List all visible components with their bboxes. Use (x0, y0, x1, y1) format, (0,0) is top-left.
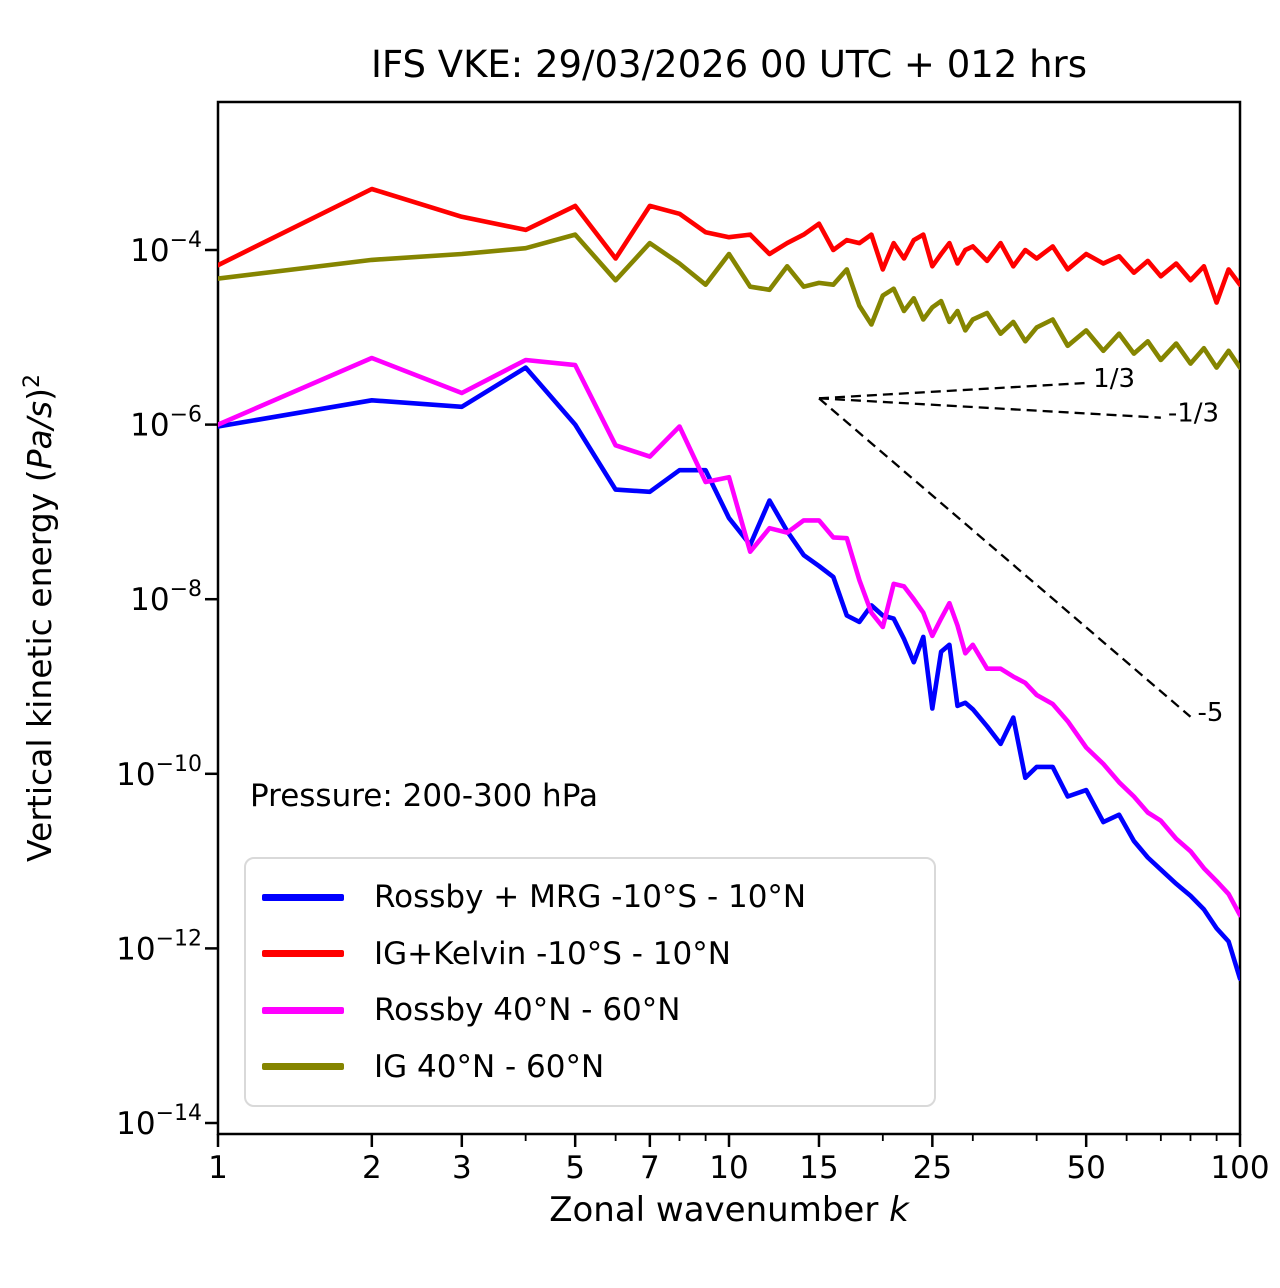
x-tick-label: 15 (799, 1150, 838, 1186)
chart-title: IFS VKE: 29/03/2026 00 UTC + 012 hrs (370, 43, 1088, 86)
legend-item-1: IG+Kelvin -10°S - 10°N (262, 936, 924, 972)
x-tick-label: 5 (565, 1150, 585, 1186)
legend-item-3: IG 40°N - 60°N (262, 1049, 924, 1085)
y-tick-label: 10−6 (130, 403, 202, 444)
reference-line-label: -1/3 (1168, 399, 1219, 429)
x-axis-label: Zonal wavenumber k (218, 1190, 1240, 1230)
legend-label-2: Rossby 40°N - 60°N (374, 992, 681, 1029)
legend-label-0: Rossby + MRG -10°S - 10°N (374, 879, 807, 916)
legend-label-1: IG+Kelvin -10°S - 10°N (374, 935, 731, 972)
x-axis-label-text: Zonal wavenumber (549, 1190, 890, 1230)
series-line-0 (218, 365, 1240, 982)
y-axis-label-close: ) (20, 388, 59, 401)
series-line-1 (218, 186, 1240, 305)
pressure-annotation: Pressure: 200-300 hPa (250, 778, 598, 814)
legend-swatch-2 (262, 1006, 344, 1014)
y-axis-label: Vertical kinetic energy (Pa/s)2 (20, 318, 64, 918)
y-axis-label-units: Pa/s (20, 400, 59, 470)
legend-label-3: IG 40°N - 60°N (374, 1048, 605, 1085)
x-tick-label: 7 (640, 1150, 660, 1186)
y-axis-label-text: Vertical kinetic energy ( (20, 469, 59, 862)
y-tick-label: 10−8 (130, 577, 202, 618)
x-axis-label-var: k (889, 1190, 909, 1230)
reference-line-label: 1/3 (1093, 364, 1135, 394)
legend-box: Rossby + MRG -10°S - 10°N IG+Kelvin -10°S… (244, 857, 936, 1107)
legend-swatch-3 (262, 1063, 344, 1071)
y-tick-label: 10−10 (116, 752, 202, 793)
series-line-3 (218, 232, 1240, 370)
x-tick-label: 3 (452, 1150, 472, 1186)
y-tick-label: 10−14 (116, 1101, 202, 1142)
reference-line-1-3 (818, 381, 1087, 400)
y-tick-label: 10−4 (130, 228, 202, 269)
x-tick-label: 10 (709, 1150, 748, 1186)
legend-item-2: Rossby 40°N - 60°N (262, 992, 924, 1028)
x-tick-label: 100 (1210, 1150, 1269, 1186)
x-tick-label: 1 (208, 1150, 228, 1186)
y-tick-label: 10−12 (116, 926, 202, 967)
reference-line-label: -5 (1197, 698, 1223, 728)
reference-line--5 (818, 397, 1192, 718)
y-axis-label-exponent: 2 (20, 374, 45, 389)
reference-line--1-3 (818, 397, 1161, 419)
legend-swatch-0 (262, 893, 344, 901)
x-tick-label: 50 (1066, 1150, 1105, 1186)
x-tick-label: 2 (362, 1150, 382, 1186)
legend-swatch-1 (262, 950, 344, 958)
legend-item-0: Rossby + MRG -10°S - 10°N (262, 879, 924, 915)
x-tick-label: 25 (913, 1150, 952, 1186)
series-line-2 (218, 355, 1240, 918)
